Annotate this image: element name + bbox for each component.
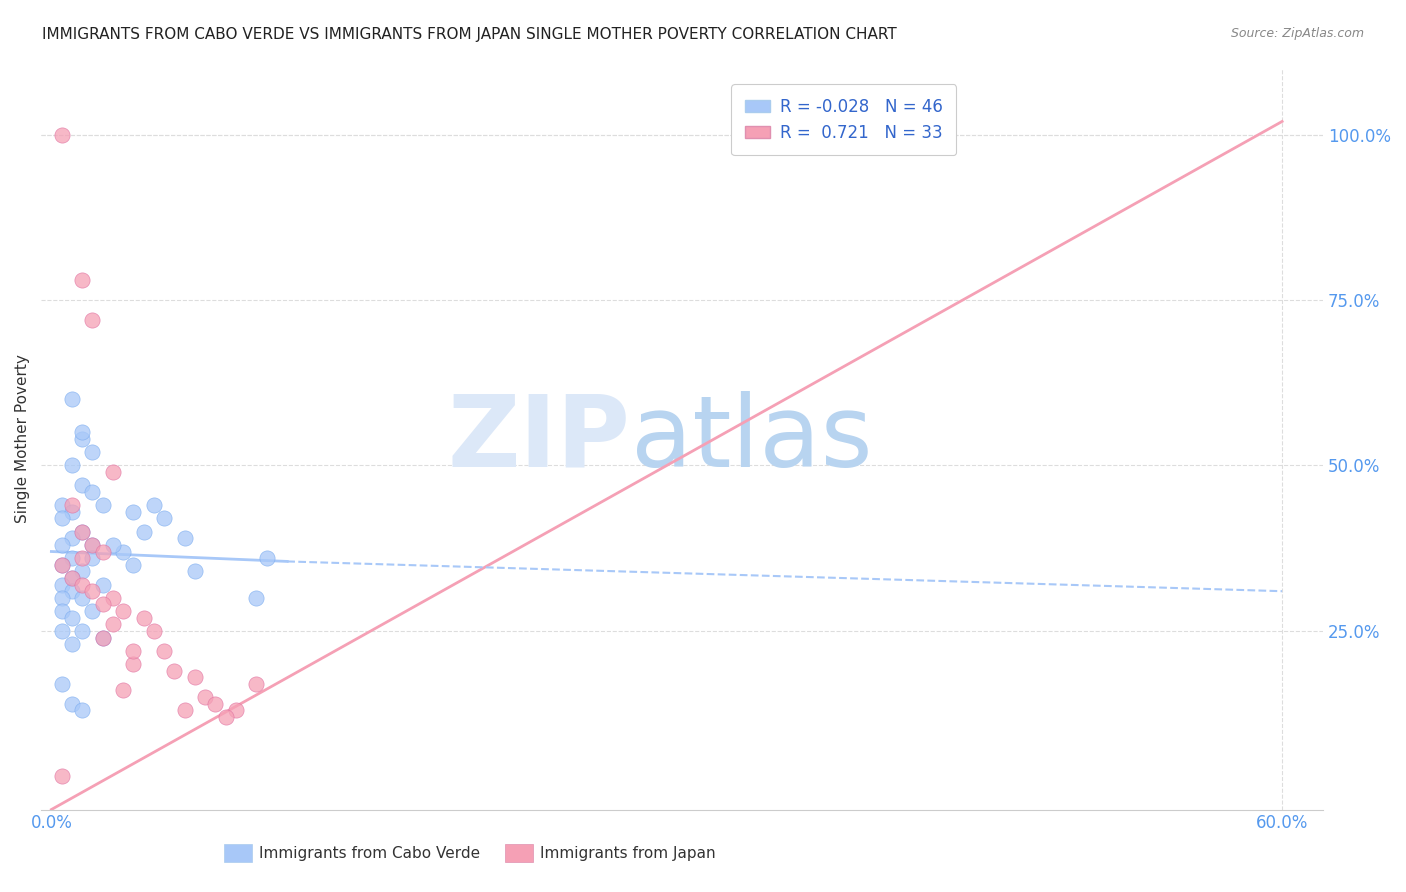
Point [112, 544, 135, 558]
Point [163, 664, 186, 678]
Point [51, 591, 73, 605]
Point [91, 631, 114, 645]
Text: Immigrants from Cabo Verde: Immigrants from Cabo Verde [259, 846, 481, 861]
Point [51, 677, 73, 691]
Point [60, 458, 83, 473]
Y-axis label: Single Mother Poverty: Single Mother Poverty [15, 355, 30, 524]
Point [70, 624, 93, 638]
Point [245, 677, 267, 691]
Point [70, 273, 93, 287]
Point [60, 584, 83, 599]
Point [70, 551, 93, 566]
Point [153, 644, 176, 658]
Point [60, 610, 83, 624]
Point [112, 683, 135, 698]
Point [82, 584, 104, 599]
Point [51, 624, 73, 638]
Text: ZIP: ZIP [449, 391, 631, 488]
Point [173, 703, 195, 717]
Point [51, 604, 73, 618]
Point [153, 511, 176, 525]
Point [70, 524, 93, 539]
Point [60, 571, 83, 585]
Point [122, 558, 145, 572]
Point [91, 544, 114, 558]
Point [51, 538, 73, 552]
Point [225, 703, 247, 717]
Point [101, 465, 124, 479]
Point [70, 425, 93, 440]
Point [91, 577, 114, 591]
Point [60, 498, 83, 512]
Point [60, 571, 83, 585]
Point [51, 498, 73, 512]
Point [122, 657, 145, 671]
Point [82, 313, 104, 327]
Text: atlas: atlas [631, 391, 873, 488]
Point [101, 617, 124, 632]
Point [70, 432, 93, 446]
Point [82, 538, 104, 552]
Point [184, 670, 207, 684]
Point [51, 558, 73, 572]
Point [122, 505, 145, 519]
Point [245, 591, 267, 605]
Point [91, 631, 114, 645]
Point [60, 551, 83, 566]
Point [194, 690, 217, 704]
Point [132, 524, 155, 539]
Point [101, 538, 124, 552]
Point [70, 591, 93, 605]
Point [82, 485, 104, 500]
Point [132, 610, 155, 624]
Point [173, 531, 195, 545]
Text: IMMIGRANTS FROM CABO VERDE VS IMMIGRANTS FROM JAPAN SINGLE MOTHER POVERTY CORREL: IMMIGRANTS FROM CABO VERDE VS IMMIGRANTS… [42, 27, 897, 42]
Point [60, 637, 83, 651]
Point [51, 511, 73, 525]
Point [70, 565, 93, 579]
Point [82, 551, 104, 566]
Point [256, 551, 278, 566]
Point [51, 558, 73, 572]
Point [70, 478, 93, 492]
Point [91, 598, 114, 612]
Point [82, 604, 104, 618]
Point [142, 624, 165, 638]
Point [70, 577, 93, 591]
Point [122, 644, 145, 658]
Point [82, 445, 104, 459]
Point [204, 697, 226, 711]
Point [70, 524, 93, 539]
Point [142, 498, 165, 512]
Text: Source: ZipAtlas.com: Source: ZipAtlas.com [1230, 27, 1364, 40]
Point [60, 392, 83, 407]
Point [51, 577, 73, 591]
Point [112, 604, 135, 618]
Point [70, 703, 93, 717]
Point [82, 538, 104, 552]
Point [91, 498, 114, 512]
Point [101, 591, 124, 605]
Text: Immigrants from Japan: Immigrants from Japan [540, 846, 716, 861]
Point [51, 128, 73, 142]
Point [60, 531, 83, 545]
Point [51, 769, 73, 783]
Point [184, 565, 207, 579]
Point [215, 710, 238, 724]
Point [60, 697, 83, 711]
Legend: R = -0.028   N = 46, R =  0.721   N = 33: R = -0.028 N = 46, R = 0.721 N = 33 [731, 84, 956, 155]
Point [60, 505, 83, 519]
